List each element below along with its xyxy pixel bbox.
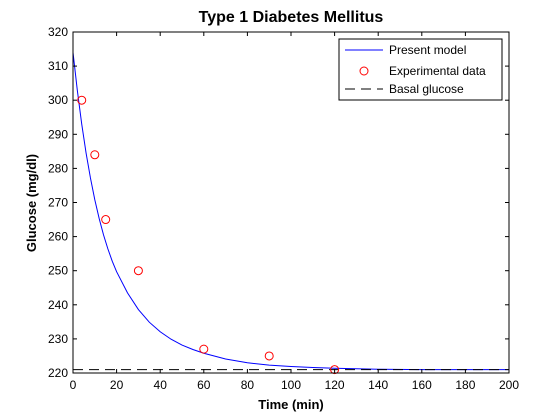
y-axis-label: Glucose (mg/dl) <box>24 154 39 252</box>
legend-box <box>338 38 503 101</box>
y-tick-label: 230 <box>48 332 68 346</box>
y-axis: 220 230 240 250 260 270 280 290 300 310 320 <box>48 25 509 380</box>
x-tick-label: 80 <box>241 378 255 392</box>
x-tick-label: 60 <box>197 378 211 392</box>
experimental-data-point <box>264 351 274 361</box>
x-axis-label: Time (min) <box>258 397 324 412</box>
legend-label-experimental-data: Experimental data <box>389 64 486 78</box>
y-tick-label: 240 <box>48 298 68 312</box>
legend-label-basal-glucose: Basal glucose <box>389 82 464 96</box>
y-tick-label: 280 <box>48 161 68 175</box>
y-tick-label: 250 <box>48 264 68 278</box>
y-tick-label: 290 <box>48 127 68 141</box>
experimental-data-point <box>330 365 340 375</box>
x-tick-label: 160 <box>412 378 432 392</box>
experimental-data-point <box>77 95 87 105</box>
x-tick-label: 200 <box>499 378 519 392</box>
x-tick-label: 120 <box>325 378 345 392</box>
y-tick-label: 310 <box>48 59 68 73</box>
experimental-data-point <box>133 266 143 276</box>
x-tick-label: 100 <box>281 378 301 392</box>
x-tick-label: 40 <box>154 378 168 392</box>
present-model-line <box>73 52 509 371</box>
x-tick-label: 180 <box>455 378 475 392</box>
experimental-data-point <box>199 344 209 354</box>
x-axis: 0 20 40 60 80 100 120 140 160 180 200 <box>70 32 519 392</box>
y-tick-label: 300 <box>48 93 68 107</box>
chart-title: Type 1 Diabetes Mellitus <box>199 9 384 26</box>
x-tick-label: 0 <box>70 378 77 392</box>
y-tick-label: 320 <box>48 25 68 39</box>
y-tick-label: 260 <box>48 230 68 244</box>
x-tick-label: 140 <box>368 378 388 392</box>
legend-label-present-model: Present model <box>389 43 466 57</box>
y-tick-label: 270 <box>48 196 68 210</box>
marker-layer <box>77 95 340 375</box>
legend-swatch-experimental-data <box>359 66 369 76</box>
experimental-data-point <box>90 150 100 160</box>
legend: Present model Experimental data Basal gluc… <box>338 38 503 101</box>
x-tick-label: 20 <box>110 378 124 392</box>
experimental-data-point <box>101 215 111 225</box>
y-tick-label: 220 <box>48 366 68 380</box>
